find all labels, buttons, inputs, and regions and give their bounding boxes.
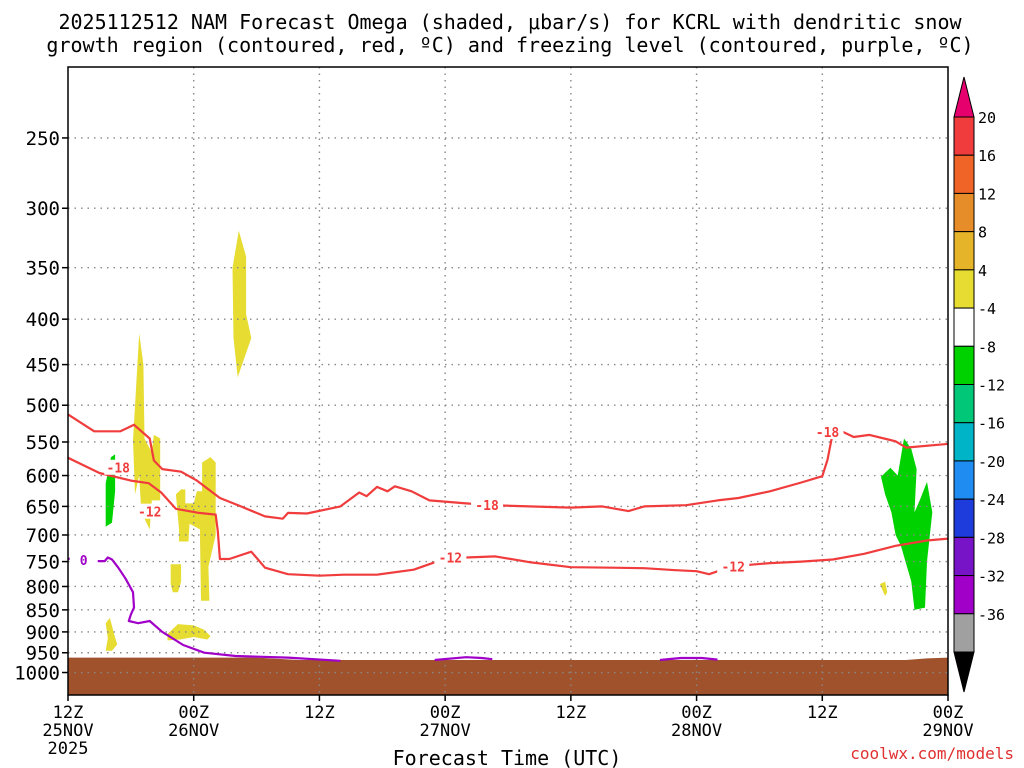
dgz-extra-label-1: -18 <box>816 426 840 441</box>
x-tick-label-0-0: 12Z <box>53 703 84 723</box>
plot-area: -18 -12 0 -18 -18 -12 -12 250 300 350 400 450 500 550… <box>14 66 1005 759</box>
y-tick-label-600: 600 <box>26 466 60 488</box>
dgz-extra-label-bg-3 <box>717 558 750 574</box>
dgz-contour-label-0: -18 <box>107 462 131 477</box>
freezing-contour-2 <box>659 656 718 662</box>
colorbar-bin-9 <box>953 460 975 500</box>
colorbar-bin-0 <box>953 116 975 156</box>
colorbar-bin-4 <box>953 269 975 309</box>
colorbar-bin-5 <box>953 307 975 347</box>
omega-region-positive-5 <box>167 624 211 641</box>
y-tick-label-500: 500 <box>26 395 60 417</box>
omega-region-positive-0 <box>232 230 252 378</box>
colorbar-label--28: -28 <box>978 529 1005 547</box>
dgz-extra-label-3: -12 <box>721 561 744 576</box>
colorbar-bin-2 <box>953 192 975 233</box>
x-tick-label-6-0: 12Z <box>807 703 838 723</box>
omega-region-positive-1 <box>133 333 161 530</box>
omega-region-positive-4 <box>105 617 118 651</box>
x-tick-label-1-1: 26NOV <box>168 721 219 741</box>
colorbar-label--32: -32 <box>978 568 1005 586</box>
dgz-contour-0 <box>68 413 948 520</box>
x-tick-label-0-2: 2025 <box>48 739 89 759</box>
x-tick-label-3-0: 00Z <box>430 703 461 723</box>
y-tick-label-450: 450 <box>26 355 60 377</box>
plot-inner: -18 -12 0 -18 -18 -12 -12 <box>68 67 948 695</box>
dgz-extra-label-2: -12 <box>439 551 462 566</box>
y-tick-label-350: 350 <box>26 258 60 280</box>
colorbar-label--8: -8 <box>978 338 996 356</box>
dgz-extra-label-bg-1 <box>811 424 844 440</box>
y-tick-label-850: 850 <box>26 600 60 622</box>
colorbar-label--4: -4 <box>978 300 996 318</box>
freezing-contour-0 <box>68 555 341 662</box>
omega-region-positive-2 <box>175 457 216 601</box>
colorbar-bottom-triangle <box>953 651 975 693</box>
colorbar-bin-13 <box>953 613 975 653</box>
x-tick-label-4-0: 12Z <box>555 703 586 723</box>
colorbar-label--20: -20 <box>978 453 1005 471</box>
colorbar-bin-8 <box>953 422 975 462</box>
colorbar-bin-6 <box>953 345 975 385</box>
plot-frame <box>67 66 949 696</box>
x-tick-label-2-0: 12Z <box>304 703 335 723</box>
y-tick-label-900: 900 <box>26 622 60 644</box>
colorbar-bin-11 <box>953 536 975 577</box>
chart-title-line2: growth region (contoured, red, ºC) and f… <box>46 33 973 57</box>
x-tick-label-5-1: 28NOV <box>671 721 722 741</box>
y-tick-label-950: 950 <box>26 643 60 665</box>
y-tick-label-800: 800 <box>26 576 60 598</box>
colorbar-top-triangle <box>953 76 975 118</box>
colorbar-label-8: 8 <box>978 224 987 242</box>
colorbar-bin-12 <box>953 575 975 615</box>
dgz-extra-label-bg-2 <box>434 549 467 565</box>
freezing-contour-1 <box>434 656 493 662</box>
x-tick-label-1-0: 00Z <box>178 703 209 723</box>
colorbar-bin-7 <box>953 384 975 424</box>
colorbar-label-4: 4 <box>978 262 987 280</box>
dgz-label-bg-1 <box>135 503 164 519</box>
y-tick-label-550: 550 <box>26 432 60 454</box>
x-tick-label-3-1: 27NOV <box>420 721 471 741</box>
colorbar-label-16: 16 <box>978 147 996 165</box>
colorbar-bin-1 <box>953 154 975 194</box>
y-tick-label-750: 750 <box>26 552 60 574</box>
colorbar-label-12: 12 <box>978 185 996 203</box>
colorbar-label--36: -36 <box>978 606 1005 624</box>
x-tick-label-0-1: 25NOV <box>42 721 93 741</box>
omega-region-positive-6 <box>879 581 888 596</box>
colorbar-bin-3 <box>953 231 975 271</box>
dgz-contour-label-1: -12 <box>138 506 161 521</box>
colorbar-label--24: -24 <box>978 491 1005 509</box>
y-tick-label-650: 650 <box>26 496 60 518</box>
colorbar-label-20: 20 <box>978 109 996 127</box>
chart-title-line1: 2025112512 NAM Forecast Omega (shaded, μ… <box>58 10 962 34</box>
dgz-extra-label-bg-0 <box>471 497 504 513</box>
dgz-extra-label-0: -18 <box>475 499 499 514</box>
dgz-label-bg-0 <box>104 459 133 475</box>
y-tick-label-700: 700 <box>26 525 60 547</box>
y-tick-label-400: 400 <box>26 309 60 331</box>
colorbar-bin-10 <box>953 498 975 538</box>
omega-region-negative-8 <box>881 438 933 610</box>
x-tick-label-7-0: 00Z <box>933 703 964 723</box>
y-tick-label-250: 250 <box>26 128 60 150</box>
y-tick-label-300: 300 <box>26 198 60 220</box>
x-tick-label-5-0: 00Z <box>681 703 712 723</box>
ground-terrain <box>68 657 948 695</box>
freezing-contour-label-0: 0 <box>80 554 88 569</box>
credit-link[interactable]: coolwx.com/models <box>850 744 1014 763</box>
omega-region-positive-3 <box>170 564 182 593</box>
dgz-contour-1 <box>68 456 948 577</box>
colorbar-label--12: -12 <box>978 377 1005 395</box>
freezing-label-bg-0 <box>69 552 98 568</box>
y-tick-label-1000: 1000 <box>14 663 60 685</box>
x-axis-label: Forecast Time (UTC) <box>393 746 622 768</box>
colorbar-label--16: -16 <box>978 415 1005 433</box>
x-tick-label-7-1: 29NOV <box>922 721 973 741</box>
